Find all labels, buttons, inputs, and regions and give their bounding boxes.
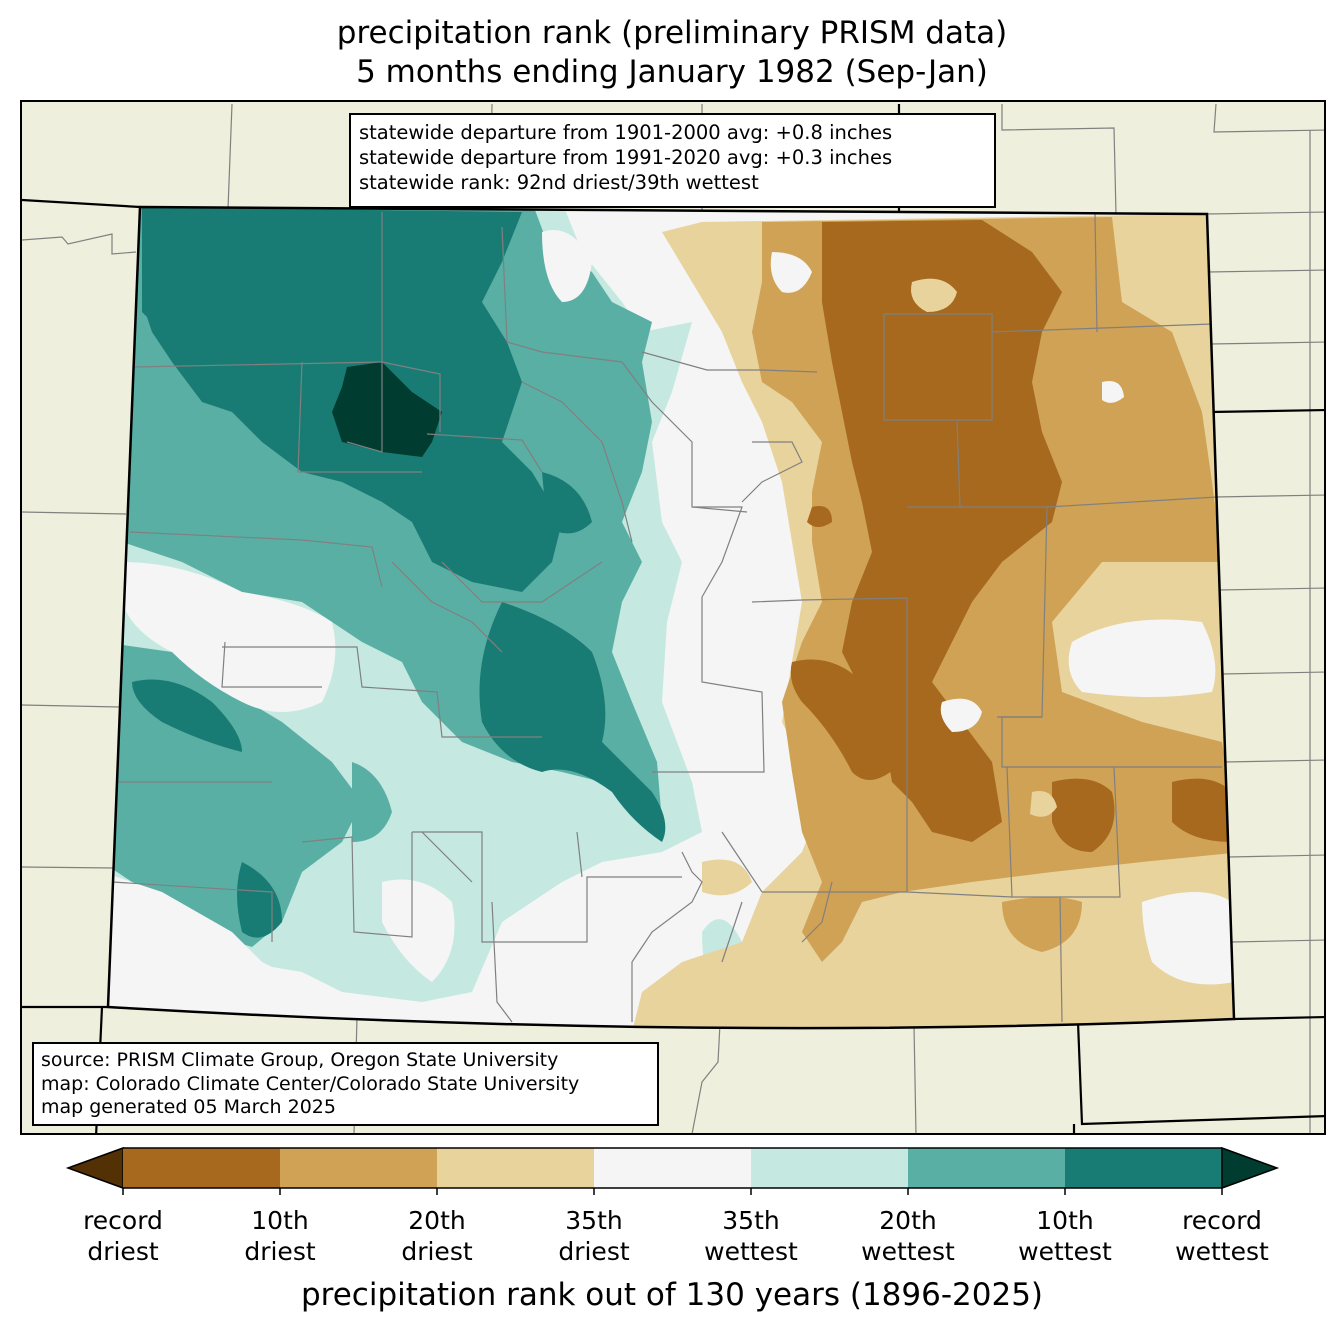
neighbor-state-county-lines — [22, 103, 1324, 1133]
colorbar-label-20th-wettest: 20th wettest — [833, 1205, 983, 1267]
colorbar-near-normal — [594, 1148, 751, 1188]
colorbar-label-text: 20th — [879, 1206, 937, 1235]
colorbar-extend-wettest — [1221, 1146, 1280, 1190]
statewide-stats-box: statewide departure from 1901-2000 avg: … — [349, 113, 996, 208]
colorbar-label-text: 10th — [1036, 1206, 1094, 1235]
colorbar-title: precipitation rank out of 130 years (189… — [300, 1277, 1044, 1313]
colorbar-label-text: wettest — [861, 1237, 955, 1266]
departure-1991-2020: statewide departure from 1991-2020 avg: … — [359, 146, 893, 169]
colorbar-label-10th-wettest: 10th wettest — [990, 1205, 1140, 1267]
colorbar-extend-driest — [65, 1146, 124, 1190]
colorbar-10th-20th-driest — [280, 1148, 437, 1188]
precipitation-rank-fill — [108, 207, 1234, 1029]
map-title-line1: precipitation rank (preliminary PRISM da… — [336, 15, 1008, 51]
statewide-rank: statewide rank: 92nd driest/39th wettest — [359, 171, 759, 194]
colorbar-label-record-wettest: record wettest — [1147, 1205, 1297, 1267]
colorbar-label-35th-driest: 35th driest — [519, 1205, 669, 1267]
colorbar-20th-35th-driest — [437, 1148, 594, 1188]
colorbar-label-text: 10th — [251, 1206, 309, 1235]
colorbar-label-text: 35th — [722, 1206, 780, 1235]
colorbar-label-20th-driest: 20th driest — [362, 1205, 512, 1267]
colorbar — [65, 1146, 1280, 1195]
colorbar-label-text: record — [1182, 1206, 1262, 1235]
colorado-county-lines — [111, 207, 1222, 1023]
colorbar-label-text: driest — [558, 1237, 630, 1266]
colorbar-label-35th-wettest: 35th wettest — [676, 1205, 826, 1267]
region-record-wettest — [332, 362, 442, 457]
colorbar-label-text: 20th — [408, 1206, 466, 1235]
colorado-precipitation-rank-map — [22, 103, 1324, 1133]
map-title-line2: 5 months ending January 1982 (Sep-Jan) — [356, 54, 988, 90]
colorado-state-border — [106, 205, 1236, 1030]
colorbar-label-10th-driest: 10th driest — [205, 1205, 355, 1267]
colorbar-20th-35th-wettest — [751, 1148, 908, 1188]
colorbar-label-text: 35th — [565, 1206, 623, 1235]
map-credit: map: Colorado Climate Center/Colorado St… — [41, 1072, 580, 1095]
colorbar-label-text: driest — [87, 1237, 159, 1266]
credits-box: source: PRISM Climate Group, Oregon Stat… — [32, 1042, 659, 1126]
colorbar-10th-20th-wettest — [908, 1148, 1065, 1188]
colorbar-label-text: wettest — [704, 1237, 798, 1266]
generated-date: map generated 05 March 2025 — [41, 1096, 336, 1118]
colorbar-label-text: wettest — [1175, 1237, 1269, 1266]
colorbar-label-text: wettest — [1018, 1237, 1112, 1266]
colorbar-label-record-driest: record driest — [48, 1205, 198, 1267]
colorbar-label-text: driest — [244, 1237, 316, 1266]
source-credit: source: PRISM Climate Group, Oregon Stat… — [41, 1049, 559, 1071]
map-panel — [20, 100, 1326, 1135]
colorbar-label-text: driest — [401, 1237, 473, 1266]
colorbar-record-10th-driest — [123, 1148, 280, 1188]
departure-1901-2000: statewide departure from 1901-2000 avg: … — [359, 121, 893, 144]
colorbar-record-10th-wettest — [1065, 1148, 1222, 1188]
region-record-10th-driest — [822, 220, 1062, 842]
colorbar-label-text: record — [83, 1206, 163, 1235]
